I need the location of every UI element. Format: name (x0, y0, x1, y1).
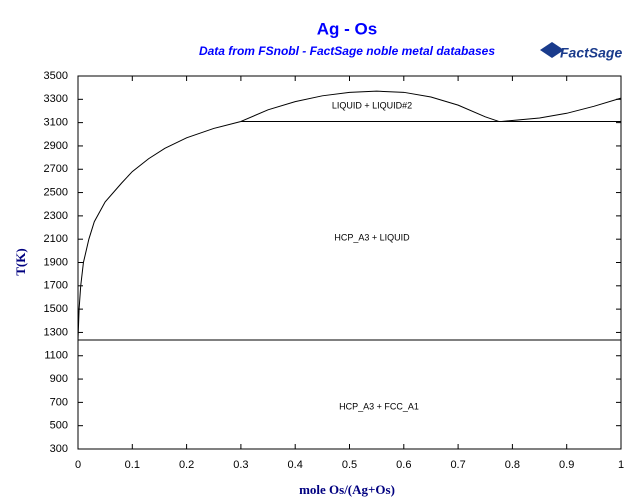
y-tick-label: 2700 (44, 163, 68, 175)
x-tick-label: 0.8 (505, 459, 520, 471)
chart-subtitle: Data from FSnobl - FactSage noble metal … (199, 44, 495, 58)
phase-boundary (77, 120, 242, 341)
y-tick-label: 2500 (44, 186, 68, 198)
phase-boundary (240, 90, 499, 122)
x-tick-label: 0.3 (233, 459, 248, 471)
y-axis-label: T(K) (13, 248, 28, 275)
y-tick-label: 1500 (44, 303, 68, 315)
y-tick-label: 1700 (44, 280, 68, 292)
y-tick-label: 900 (50, 373, 68, 385)
chart-title: Ag - Os (317, 19, 377, 38)
y-tick-label: 3500 (44, 70, 68, 82)
region-label: HCP_A3 + FCC_A1 (339, 401, 419, 411)
y-tick-label: 1100 (44, 350, 68, 362)
x-tick-label: 0.1 (125, 459, 140, 471)
x-tick-label: 0.6 (396, 459, 411, 471)
x-tick-label: 0 (75, 459, 81, 471)
y-tick-label: 2900 (44, 140, 68, 152)
logo-text: FactSage (560, 45, 622, 61)
x-tick-label: 0.9 (559, 459, 574, 471)
x-axis-label: mole Os/(Ag+Os) (299, 482, 395, 497)
x-tick-label: 0.5 (342, 459, 357, 471)
y-tick-label: 700 (50, 396, 68, 408)
y-tick-label: 1300 (44, 326, 68, 338)
x-tick-label: 0.4 (288, 459, 303, 471)
x-tick-label: 0.7 (450, 459, 465, 471)
x-tick-label: 1 (618, 459, 624, 471)
phase-boundary (501, 97, 622, 122)
logo-icon (540, 42, 564, 58)
y-tick-label: 3100 (44, 117, 68, 129)
y-tick-label: 2300 (44, 210, 68, 222)
y-tick-label: 500 (50, 420, 68, 432)
region-label: LIQUID + LIQUID#2 (332, 100, 412, 110)
logo: FactSage (540, 42, 622, 61)
x-tick-label: 0.2 (179, 459, 194, 471)
y-tick-label: 300 (50, 443, 68, 455)
y-tick-label: 1900 (44, 256, 68, 268)
y-tick-label: 2100 (44, 233, 68, 245)
region-label: HCP_A3 + LIQUID (334, 232, 410, 242)
y-tick-label: 3300 (44, 93, 68, 105)
